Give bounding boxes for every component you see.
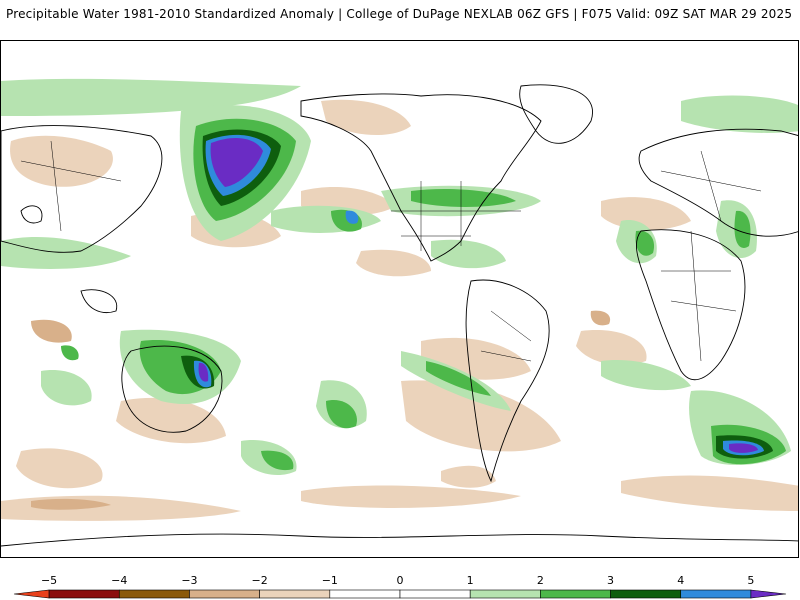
- negative-anomaly-regions: [1, 99, 798, 521]
- extreme-positive-anomaly-regions: [198, 137, 758, 453]
- scale-tick-label: 0: [397, 574, 404, 587]
- scale-tick-label: −4: [111, 574, 127, 587]
- scale-tick-label: 4: [677, 574, 684, 587]
- scale-bins: [13, 589, 787, 599]
- scale-tick-label: −5: [41, 574, 57, 587]
- scale-bin: [680, 589, 752, 599]
- scale-tick-label: −2: [252, 574, 268, 587]
- scale-tick-label: 5: [747, 574, 754, 587]
- scale-tick-label: 1: [467, 574, 474, 587]
- scale-bin: [118, 589, 190, 599]
- scale-bin: [259, 589, 331, 599]
- color-scale-bar: −5 −4 −3 −2 −1 0 1 2 3 4 5: [13, 574, 787, 599]
- scale-bin: [750, 589, 787, 599]
- scale-tick-label: 3: [607, 574, 614, 587]
- scale-bin: [189, 589, 260, 599]
- scale-bin: [13, 589, 50, 599]
- scale-tick-label: 2: [537, 574, 544, 587]
- political-borders: [20, 140, 762, 362]
- anomaly-map: [1, 78, 798, 547]
- scale-bin: [540, 589, 611, 599]
- map-title: Precipitable Water 1981-2010 Standardize…: [6, 7, 793, 21]
- scale-bin: [48, 589, 120, 599]
- scale-bin: [610, 589, 682, 599]
- scale-tick-label: −1: [322, 574, 338, 587]
- strong-negative-anomaly-regions: [31, 310, 611, 510]
- scale-bin: [469, 589, 541, 599]
- scale-tick-label: −3: [181, 574, 197, 587]
- scale-labels: −5 −4 −3 −2 −1 0 1 2 3 4 5: [41, 574, 754, 587]
- scale-bin: [329, 589, 401, 599]
- scale-bin: [399, 589, 471, 599]
- coastlines: [1, 84, 798, 547]
- header: Precipitable Water 1981-2010 Standardize…: [0, 0, 800, 40]
- map-panel[interactable]: [0, 40, 799, 558]
- color-scale: −5 −4 −3 −2 −1 0 1 2 3 4 5: [0, 560, 800, 600]
